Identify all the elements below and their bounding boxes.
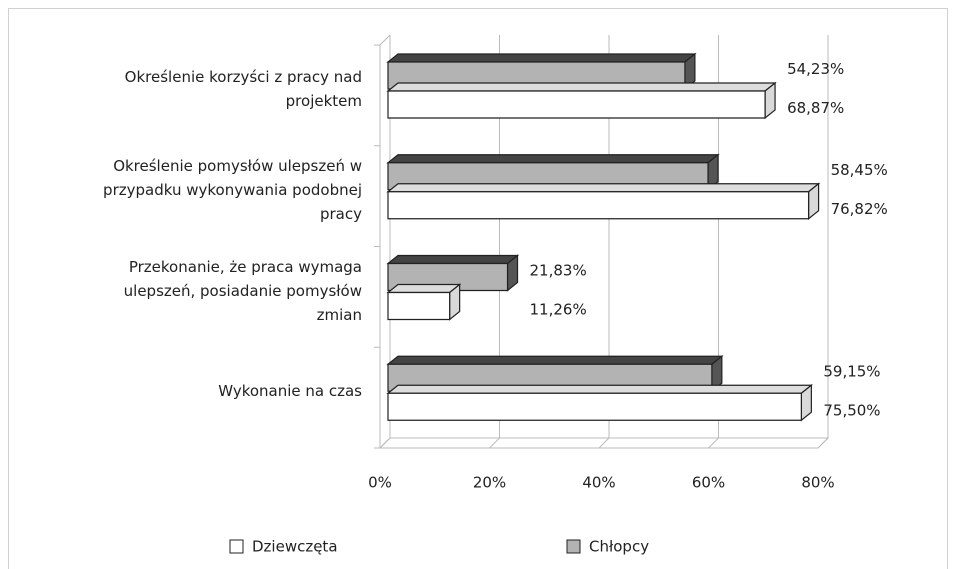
bar-front: [387, 191, 810, 220]
category-label: Przekonanie, że praca wymaga ulepszeń, p…: [123, 257, 362, 324]
x-tick-label: 0%: [368, 474, 392, 492]
x-tick-label: 40%: [582, 474, 615, 492]
bar-front: [387, 291, 451, 321]
category-label: Określenie pomysłów ulepszeń w przypadku…: [103, 156, 362, 223]
tick-mark: [817, 437, 829, 449]
tick-mark: [489, 437, 500, 449]
bar-front: [387, 392, 802, 421]
category-label: Określenie korzyści z pracy nad projekte…: [124, 68, 362, 110]
bar: [386, 52, 697, 91]
bar-front: [387, 262, 509, 292]
tick-mark: [708, 437, 719, 449]
bar-top: [386, 154, 720, 164]
bar-top: [386, 283, 462, 294]
bar-top: [386, 254, 520, 265]
legend-label: Dziewczęta: [252, 538, 338, 556]
x-tick-label: 80%: [801, 474, 834, 492]
bar: [386, 182, 821, 220]
bar: [386, 153, 720, 191]
value-label: 59,15%: [823, 362, 880, 380]
bar: [386, 81, 777, 120]
value-label: 76,82%: [831, 200, 888, 218]
legend-swatch: [229, 539, 244, 554]
bar: [386, 283, 462, 321]
bar: [386, 384, 814, 422]
frame-border: [8, 8, 948, 569]
bar-front: [387, 90, 766, 119]
legend-swatch: [566, 539, 581, 554]
value-label: 68,87%: [787, 99, 844, 117]
category-label: Wykonanie na czas: [218, 382, 362, 401]
bar: [386, 355, 724, 393]
bar-top: [386, 355, 724, 365]
bar-top: [386, 53, 697, 63]
legend-label: Chłopcy: [589, 538, 649, 556]
left-wall-back: [379, 34, 391, 46]
value-label: 11,26%: [530, 301, 587, 319]
bar-top: [386, 183, 821, 193]
x-tick-label: 60%: [692, 474, 725, 492]
value-label: 21,83%: [530, 262, 587, 280]
value-label: 58,45%: [831, 161, 888, 179]
tick-mark: [598, 437, 610, 449]
value-label: 54,23%: [787, 60, 844, 78]
x-tick-label: 20%: [473, 474, 506, 492]
bar-top: [386, 82, 777, 92]
bar-top: [386, 384, 814, 394]
tick-mark: [379, 437, 391, 449]
value-label: 75,50%: [823, 401, 880, 419]
bar: [386, 254, 520, 292]
